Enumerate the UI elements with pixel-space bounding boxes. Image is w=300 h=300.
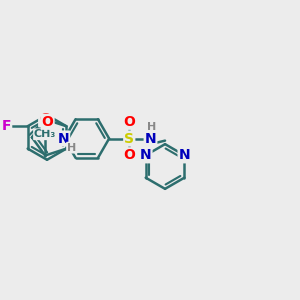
Text: N: N: [145, 131, 156, 146]
Text: O: O: [39, 112, 51, 126]
Text: N: N: [58, 131, 69, 146]
Text: N: N: [178, 148, 190, 162]
Text: H: H: [147, 122, 156, 132]
Text: F: F: [2, 119, 11, 133]
Text: O: O: [42, 115, 54, 129]
Text: H: H: [67, 142, 76, 153]
Text: N: N: [140, 148, 152, 162]
Text: S: S: [124, 131, 134, 146]
Text: O: O: [123, 148, 135, 162]
Text: O: O: [123, 115, 135, 129]
Text: CH₃: CH₃: [34, 129, 56, 139]
